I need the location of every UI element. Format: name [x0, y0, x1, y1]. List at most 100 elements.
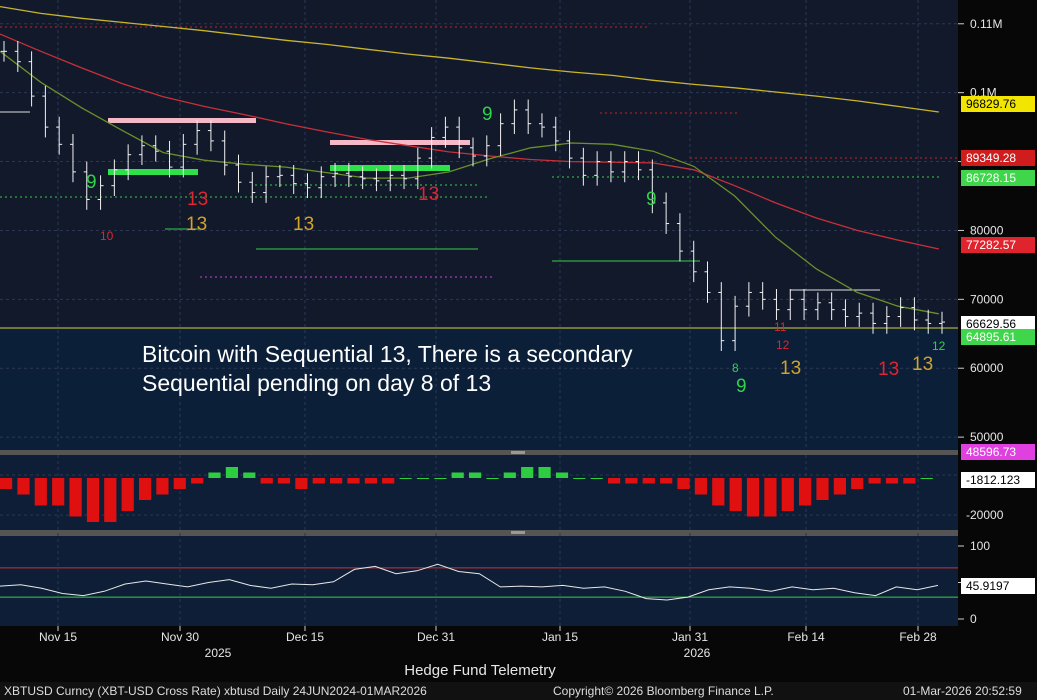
sequential-count: 10: [100, 229, 114, 243]
moving-average-line: [0, 33, 939, 250]
macd-bar: [17, 478, 30, 495]
macd-bar: [781, 478, 794, 511]
macd-bar: [555, 472, 569, 478]
macd-bar: [52, 478, 65, 506]
macd-bar: [625, 478, 638, 484]
macd-bar: [694, 478, 707, 495]
macd-bar: [156, 478, 169, 495]
last-value-label: 66629.56: [966, 317, 1016, 331]
footer-timestamp: 01-Mar-2026 20:52:59: [903, 684, 1022, 698]
tdst-bar: [330, 140, 470, 145]
last-value-box: [961, 444, 1035, 460]
footer-copyright: Copyright© 2026 Bloomberg Finance L.P.: [553, 684, 774, 698]
y-tick-label: 60000: [970, 361, 1004, 375]
macd-bar: [486, 478, 499, 479]
macd-bar: [712, 478, 725, 506]
macd-bar: [885, 478, 899, 484]
macd-bar: [851, 478, 864, 489]
macd-bar: [173, 478, 186, 489]
macd-bar: [920, 478, 933, 479]
macd-bar: [191, 478, 204, 484]
last-value-label: 77282.57: [966, 238, 1016, 252]
price-panel-bg: [0, 0, 958, 328]
macd-bar: [364, 478, 377, 484]
x-tick-label: Feb 14: [787, 630, 825, 644]
macd-bar: [434, 478, 447, 479]
macd-bar: [503, 472, 516, 478]
last-value-label: 89349.28: [966, 151, 1016, 165]
sequential-count: 9: [86, 172, 97, 193]
macd-bar: [330, 478, 343, 484]
y-axis: 0.11M0.1M900008000070000600005000096829.…: [958, 17, 1035, 626]
macd-bar: [312, 478, 325, 484]
macd-bar: [729, 478, 742, 511]
macd-bar: [608, 478, 621, 484]
x-year-label: 2026: [684, 646, 711, 660]
macd-bar: [121, 478, 134, 511]
macd-histogram: [0, 467, 933, 522]
rsi-axis-label: 100: [970, 539, 990, 553]
macd-bar: [590, 478, 603, 479]
rsi-last-label: 45.9197: [966, 579, 1010, 593]
macd-bar: [521, 467, 534, 478]
sequential-count: 12: [932, 339, 946, 353]
macd-bar: [225, 467, 238, 478]
macd-bar: [243, 472, 256, 478]
chart-annotation: Bitcoin with Sequential 13, There is a s…: [142, 341, 633, 396]
macd-bar: [903, 478, 916, 484]
macd-bar: [382, 478, 395, 484]
x-tick-label: Feb 28: [899, 630, 937, 644]
macd-bar: [538, 467, 551, 478]
y-tick-label: 80000: [970, 223, 1004, 237]
rsi-line: [0, 563, 939, 601]
x-tick-label: Dec 31: [417, 630, 455, 644]
y-tick-label: 50000: [970, 430, 1004, 444]
macd-bar: [86, 478, 100, 522]
last-value-box: [961, 96, 1035, 112]
last-value-label: 96829.76: [966, 97, 1016, 111]
macd-bar: [295, 478, 308, 489]
x-tick-label: Dec 15: [286, 630, 324, 644]
macd-bar: [0, 478, 13, 489]
macd-bar: [34, 478, 47, 506]
macd-bar: [573, 478, 586, 479]
panel-separator[interactable]: [0, 450, 958, 455]
macd-bar: [660, 478, 673, 484]
macd-bar: [208, 472, 221, 478]
macd-bar: [833, 478, 846, 495]
last-value-box: [961, 578, 1035, 594]
last-value-box: [961, 237, 1035, 253]
sequential-count: 13: [186, 214, 207, 235]
separator-grip[interactable]: [511, 451, 525, 454]
rsi-line: [0, 563, 958, 601]
last-value-box: [961, 329, 1035, 345]
sequential-count: 13: [912, 354, 933, 375]
sequential-count: 8: [732, 361, 739, 375]
rsi-axis-label: 0: [970, 612, 977, 626]
sequential-count: 13: [878, 359, 899, 380]
sequential-count: 13: [187, 189, 208, 210]
macd-bar: [746, 478, 760, 517]
sequential-count: 13: [293, 214, 314, 235]
moving-average-line: [0, 50, 939, 315]
x-tick-label: Jan 15: [542, 630, 578, 644]
sequential-count: 12: [776, 338, 790, 352]
macd-bar: [416, 478, 430, 479]
macd-bar: [260, 478, 273, 484]
candles: [1, 41, 945, 351]
macd-bar: [277, 478, 291, 484]
x-axis: Nov 15 Nov 30 Dec 15 Dec 31 Jan 15 Jan 31 Feb …: [39, 626, 937, 660]
sequential-count: 13: [418, 184, 439, 205]
macd-axis-label: -20000: [966, 508, 1004, 522]
last-value-label: 64895.61: [966, 330, 1016, 344]
last-value-box: [961, 316, 1035, 332]
panel-separator[interactable]: [0, 530, 958, 536]
price-panel-bg-lower: [0, 328, 958, 450]
separator-grip[interactable]: [511, 531, 525, 534]
sequential-count: 13: [780, 358, 801, 379]
macd-axis-label: -1812.123: [966, 473, 1020, 487]
macd-bar: [469, 472, 482, 478]
macd-bar: [399, 478, 412, 479]
